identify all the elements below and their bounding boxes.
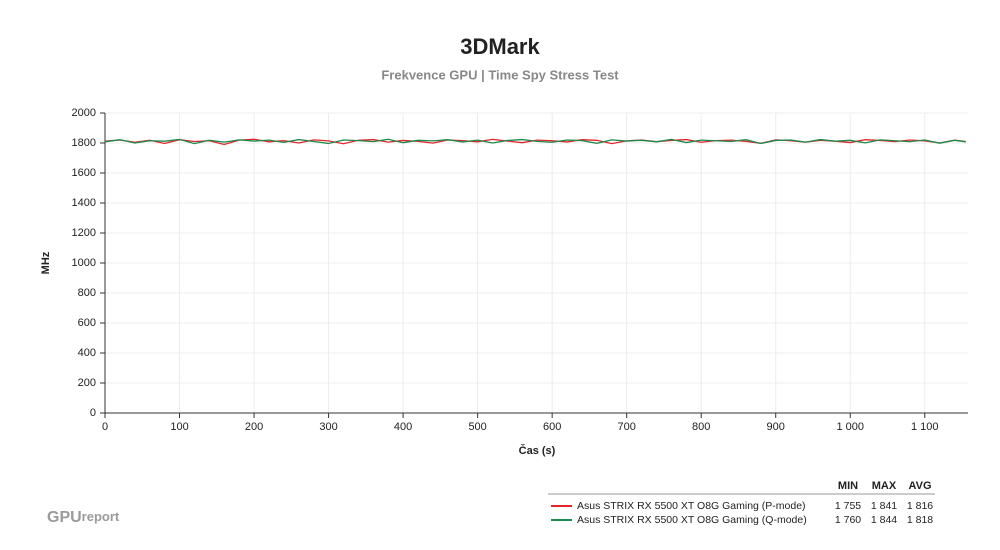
x-axis-label: Čas (s)	[519, 444, 556, 457]
x-tick-label: 0	[102, 421, 108, 433]
y-tick-label: 1600	[72, 167, 96, 179]
stats-value: 1 841	[871, 500, 897, 512]
y-tick-label: 1800	[72, 137, 96, 149]
chart-subtitle: Frekvence GPU | Time Spy Stress Test	[381, 67, 619, 82]
y-axis-label: MHz	[40, 251, 52, 274]
legend-label: Asus STRIX RX 5500 XT O8G Gaming (Q-mode…	[577, 514, 807, 526]
series-line	[104, 138, 966, 145]
stats-header: MIN	[838, 480, 858, 492]
x-tick-label: 400	[394, 421, 412, 433]
stats-value: 1 760	[835, 514, 861, 526]
y-tick-label: 600	[78, 317, 96, 329]
stats-header: MAX	[872, 480, 897, 492]
chart-title: 3DMark	[460, 34, 540, 59]
y-tick-label: 0	[90, 407, 96, 419]
stats-value: 1 844	[871, 514, 897, 526]
stats-value: 1 816	[907, 500, 933, 512]
y-tick-label: 1200	[72, 227, 96, 239]
y-tick-label: 800	[78, 287, 96, 299]
x-tick-label: 700	[617, 421, 635, 433]
x-tick-label: 500	[468, 421, 486, 433]
x-tick-label: 900	[767, 421, 785, 433]
logo-part: GPU	[47, 509, 82, 526]
logo: GPUreport	[47, 509, 120, 526]
x-tick-label: 1 100	[911, 421, 939, 433]
x-tick-label: 800	[692, 421, 710, 433]
y-tick-label: 1000	[72, 257, 96, 269]
y-tick-label: 2000	[72, 107, 96, 119]
x-tick-label: 1 000	[836, 421, 864, 433]
x-tick-label: 600	[543, 421, 561, 433]
x-tick-label: 100	[170, 421, 188, 433]
stats-header: AVG	[908, 480, 931, 492]
legend-label: Asus STRIX RX 5500 XT O8G Gaming (P-mode…	[577, 500, 806, 512]
logo-part: report	[82, 509, 120, 524]
y-tick-label: 1400	[72, 197, 96, 209]
x-tick-label: 200	[245, 421, 263, 433]
y-tick-label: 400	[78, 347, 96, 359]
stats-value: 1 818	[907, 514, 933, 526]
y-tick-label: 200	[78, 377, 96, 389]
x-tick-label: 300	[319, 421, 337, 433]
stats-value: 1 755	[835, 500, 861, 512]
